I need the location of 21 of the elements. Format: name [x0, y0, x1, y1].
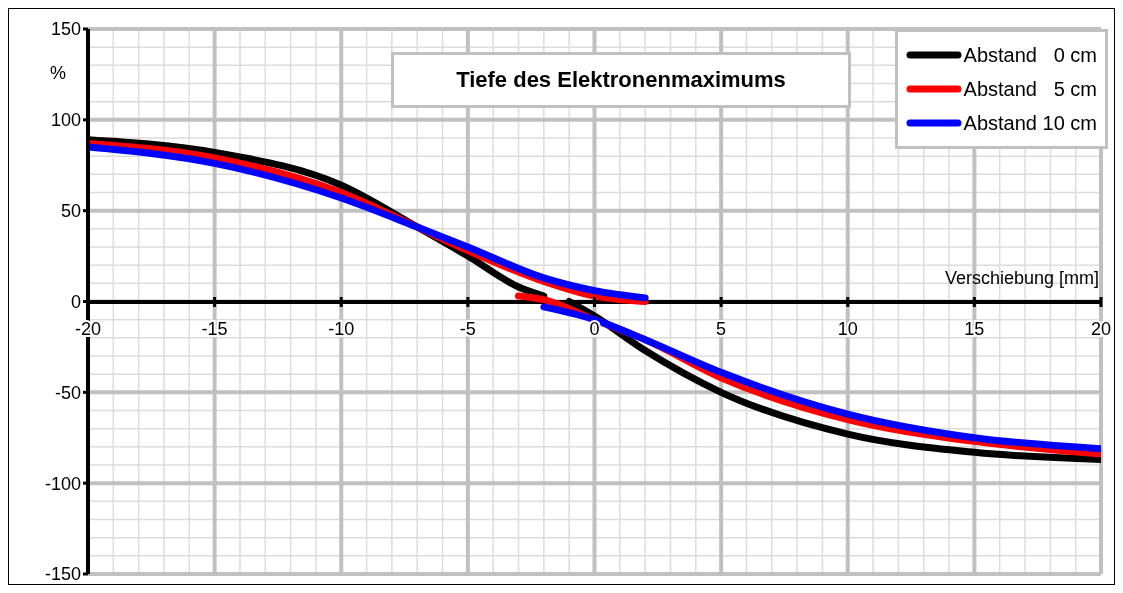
x-tick-label: 5 [716, 319, 727, 339]
x-tick-label: 15 [964, 319, 985, 339]
legend-label: Abstand 0 cm [963, 43, 1097, 67]
legend-label: Abstand 5 cm [963, 77, 1097, 101]
x-tick-label: -15 [201, 319, 228, 339]
legend-label: Abstand 10 cm [963, 111, 1097, 135]
y-axis-title: % [49, 63, 67, 83]
y-tick-label: 150 [50, 19, 81, 40]
x-axis-title: Verschiebung [mm] [944, 268, 1099, 288]
y-tick-label: -50 [54, 382, 81, 403]
x-tick-label: 10 [837, 319, 858, 339]
y-tick-label: -150 [44, 564, 81, 585]
x-tick-label: 0 [589, 319, 600, 339]
y-tick-label: 50 [60, 201, 81, 222]
y-tick-label: 100 [50, 110, 81, 131]
x-tick-label: -5 [459, 319, 476, 339]
text: Tiefe des Elektronenmaximums [456, 67, 786, 93]
y-tick-label: 0 [70, 291, 81, 312]
x-tick-label: -10 [328, 319, 355, 339]
x-tick-label: 20 [1090, 319, 1112, 339]
y-tick-label: -100 [44, 473, 81, 494]
